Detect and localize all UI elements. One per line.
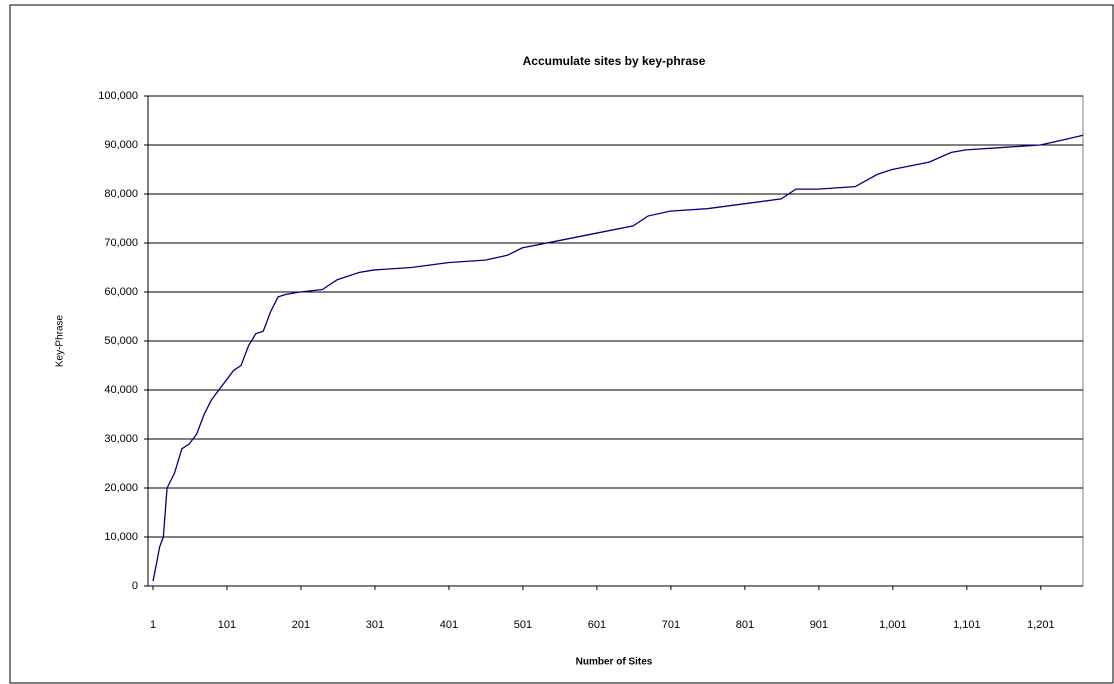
y-tick-label: 40,000 [104,384,138,396]
chart-title: Accumulate sites by key-phrase [523,54,706,68]
x-tick-label: 1,201 [1027,619,1055,631]
x-tick-label: 101 [218,619,236,631]
y-tick-label: 50,000 [104,335,138,347]
y-tick-label: 80,000 [104,188,138,200]
y-tick-label: 60,000 [104,286,138,298]
y-tick-label: 30,000 [104,433,138,445]
y-tick-label: 100,000 [98,90,138,102]
y-tick-label: 90,000 [104,139,138,151]
x-tick-label: 201 [292,619,310,631]
y-tick-label: 20,000 [104,482,138,494]
x-tick-label: 701 [662,619,680,631]
x-tick-label: 801 [736,619,754,631]
data-line [152,134,1084,582]
y-axis-label: Key-Phrase [55,314,66,367]
x-tick-label: 1,001 [879,619,907,631]
y-tick-label: 0 [132,580,138,592]
y-tick-label: 70,000 [104,237,138,249]
x-tick-label: 1,101 [953,619,981,631]
x-axis-label: Number of Sites [576,657,653,668]
x-tick-label: 601 [588,619,606,631]
x-tick-label: 1 [150,619,156,631]
x-tick-label: 401 [440,619,458,631]
x-tick-label: 301 [366,619,384,631]
x-tick-label: 501 [514,619,532,631]
y-tick-label: 10,000 [104,531,138,543]
x-tick-label: 901 [810,619,828,631]
